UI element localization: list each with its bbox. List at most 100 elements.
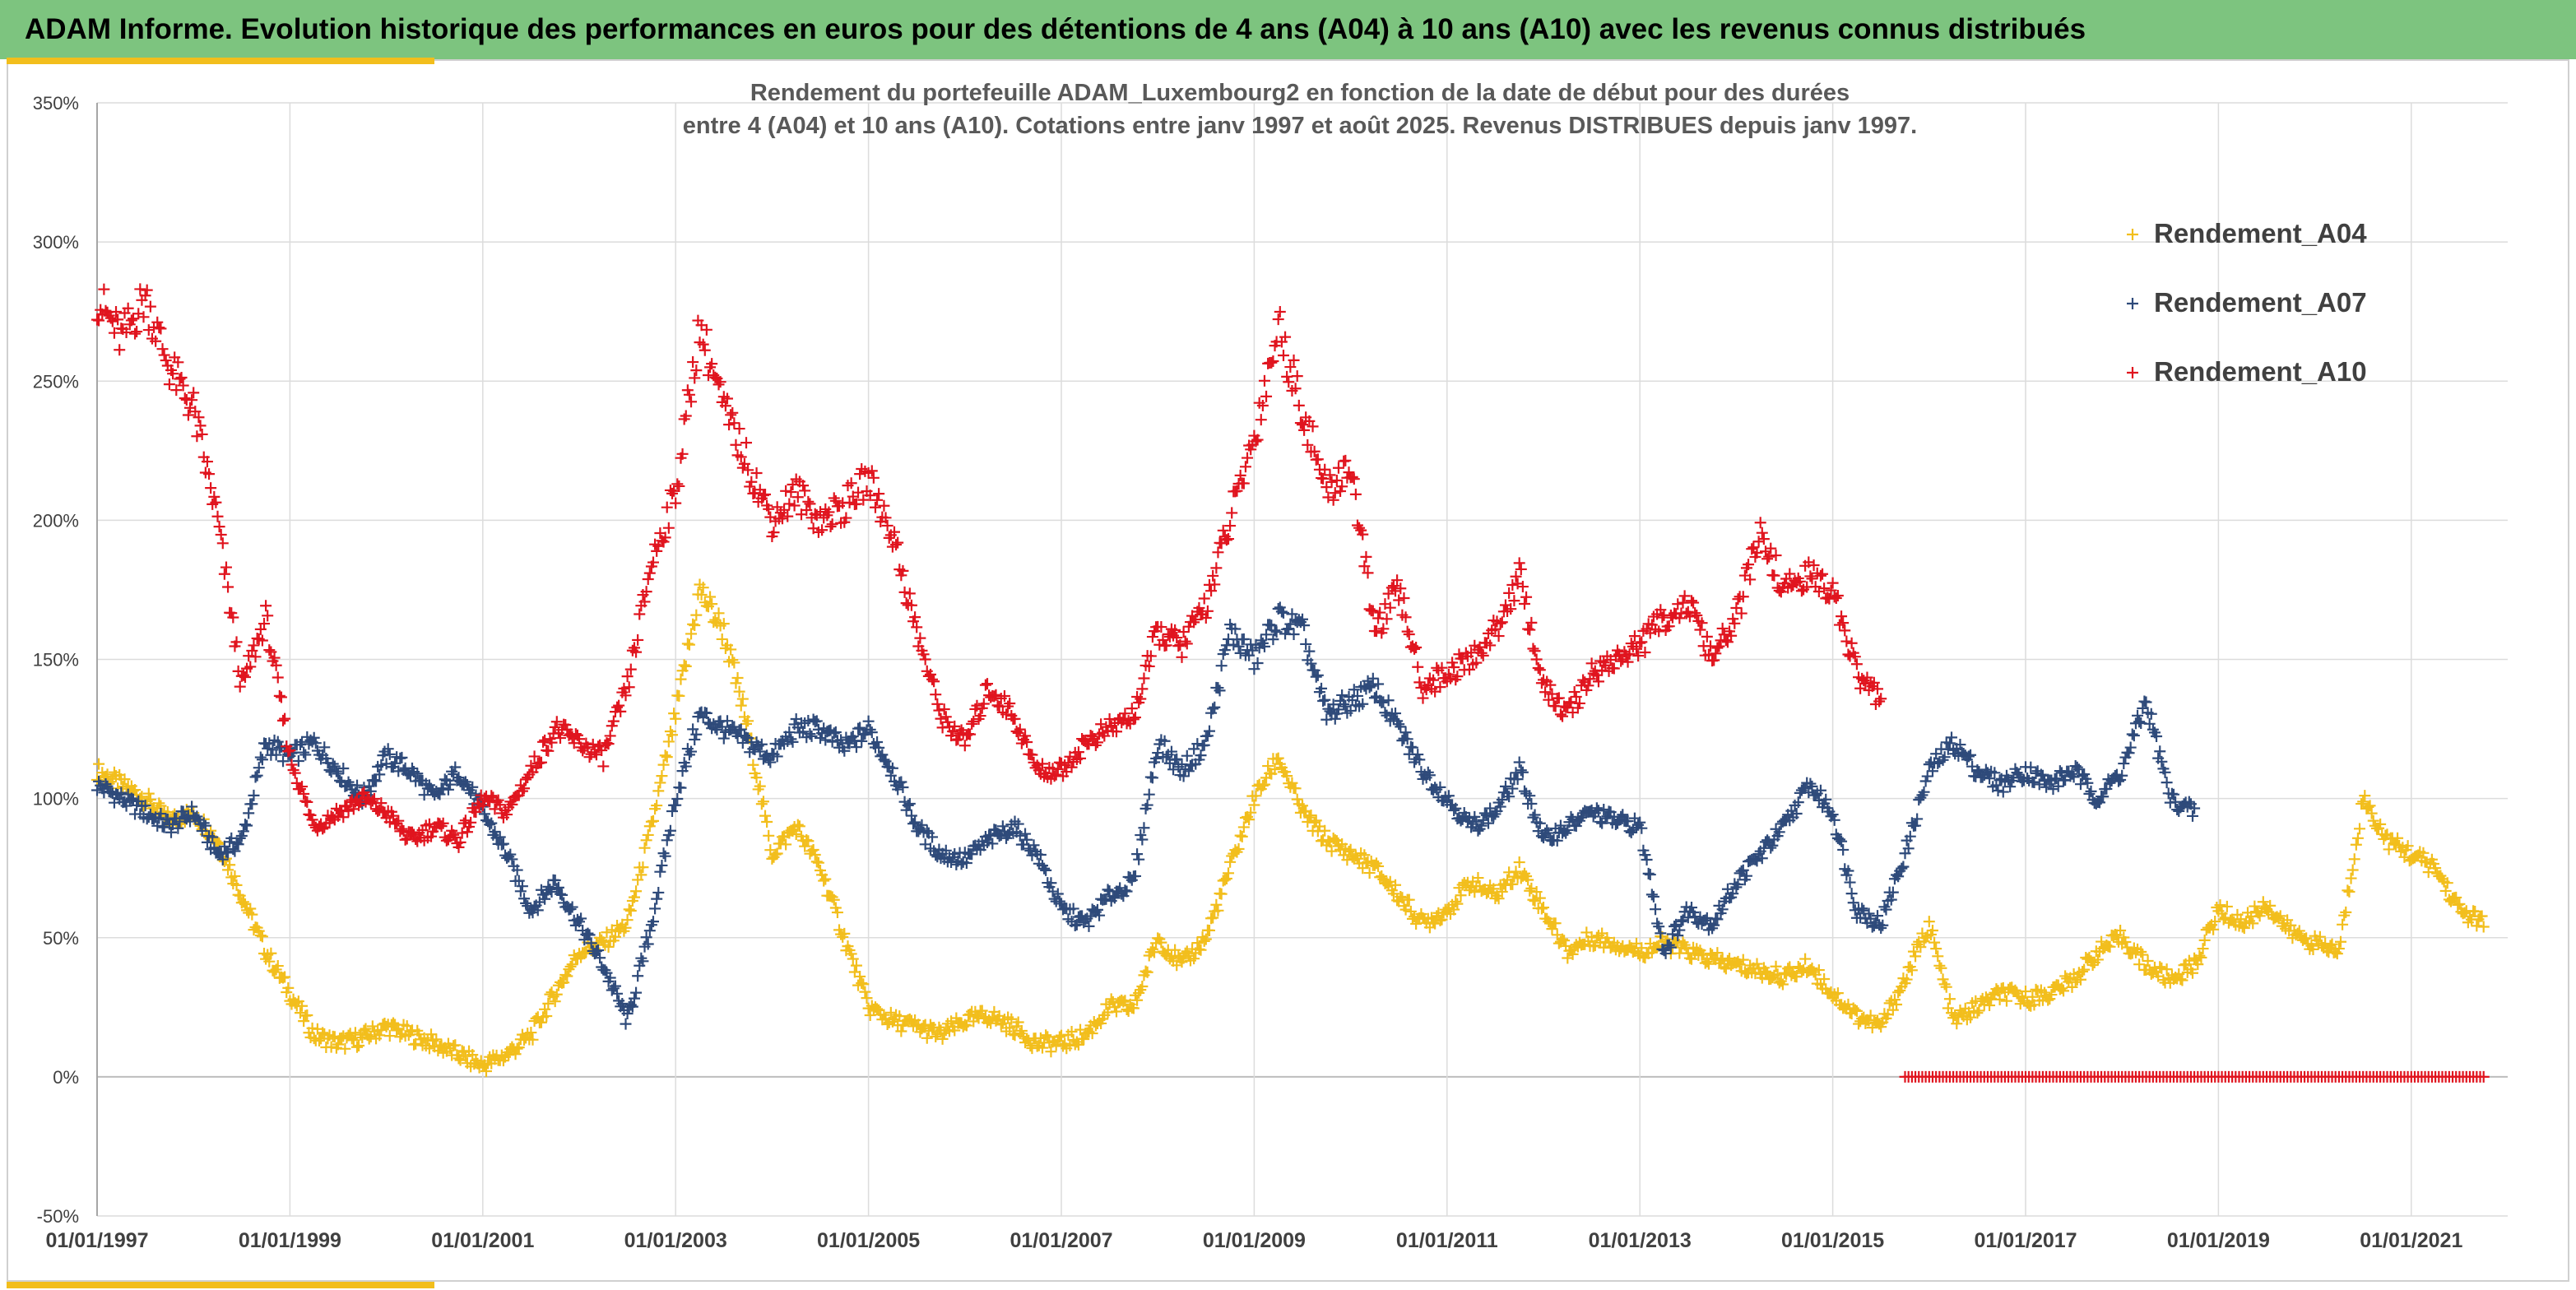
data-point xyxy=(628,891,640,903)
data-point xyxy=(793,820,805,833)
data-point xyxy=(1965,1011,1977,1023)
data-point xyxy=(1494,800,1506,813)
data-point xyxy=(299,749,312,761)
data-point xyxy=(277,714,290,726)
data-point xyxy=(1381,613,1393,625)
data-point xyxy=(719,400,731,412)
data-point xyxy=(1422,766,1434,778)
data-point xyxy=(919,653,931,666)
data-point xyxy=(1346,471,1358,483)
data-point xyxy=(1351,689,1363,702)
data-point xyxy=(998,690,1010,703)
data-point xyxy=(709,722,722,734)
data-point xyxy=(158,349,170,361)
data-point xyxy=(129,327,142,340)
data-point xyxy=(2114,925,2127,937)
data-point xyxy=(840,512,852,524)
data-point xyxy=(1971,1007,1984,1019)
data-point xyxy=(298,1015,310,1028)
data-point xyxy=(1234,469,1246,481)
data-point xyxy=(890,539,903,551)
data-point xyxy=(248,789,260,801)
data-point xyxy=(277,755,290,768)
data-point xyxy=(1997,786,2009,798)
data-point xyxy=(541,1010,553,1023)
data-point xyxy=(2293,925,2305,937)
data-point xyxy=(1293,399,1305,411)
data-point xyxy=(163,378,175,391)
data-point xyxy=(755,798,768,810)
data-point xyxy=(494,799,506,811)
data-point xyxy=(671,792,684,805)
data-point xyxy=(697,338,709,350)
data-point xyxy=(2430,862,2442,875)
data-point xyxy=(854,970,866,982)
data-point xyxy=(1663,939,1675,951)
data-point xyxy=(1212,546,1224,559)
data-point xyxy=(1627,946,1639,958)
data-point xyxy=(785,486,797,499)
data-point xyxy=(709,614,722,626)
data-point xyxy=(396,823,408,835)
data-point xyxy=(104,786,117,798)
data-point xyxy=(1269,763,1281,776)
data-point xyxy=(289,767,301,779)
data-point xyxy=(539,893,551,905)
data-point xyxy=(2238,922,2250,935)
data-point xyxy=(1655,927,1667,940)
data-point xyxy=(733,685,745,698)
data-point xyxy=(824,521,837,533)
data-point xyxy=(1169,624,1181,636)
data-point xyxy=(1992,784,2004,796)
data-point xyxy=(527,907,539,919)
data-point xyxy=(802,495,815,508)
data-point xyxy=(1641,853,1653,865)
data-point xyxy=(1892,870,1905,883)
data-point xyxy=(1938,978,1951,991)
data-point xyxy=(2356,798,2368,810)
data-point xyxy=(542,997,555,1009)
data-point xyxy=(804,498,816,510)
data-point xyxy=(949,720,961,732)
data-point xyxy=(1799,953,1812,965)
data-point xyxy=(1711,913,1724,926)
data-point xyxy=(1888,994,1901,1006)
data-point xyxy=(227,611,239,624)
data-point xyxy=(1231,485,1243,497)
data-point xyxy=(624,663,637,675)
data-point xyxy=(246,798,258,810)
data-point xyxy=(1324,469,1336,481)
data-point xyxy=(1506,782,1519,795)
data-point xyxy=(150,335,162,347)
data-point xyxy=(564,903,577,916)
data-point xyxy=(893,1010,906,1023)
data-point xyxy=(459,814,471,827)
data-point xyxy=(1289,383,1302,395)
data-point xyxy=(838,745,851,757)
data-point xyxy=(1496,885,1508,898)
data-point xyxy=(434,788,446,800)
data-point xyxy=(564,960,577,972)
data-point xyxy=(1751,958,1763,970)
data-point xyxy=(1110,1005,1122,1018)
data-point xyxy=(930,1030,942,1042)
data-point xyxy=(1849,1004,1861,1016)
data-point xyxy=(1647,890,1659,903)
data-point xyxy=(1258,374,1270,387)
data-point xyxy=(2264,899,2277,912)
data-point xyxy=(704,591,717,603)
data-point xyxy=(1730,881,1743,893)
data-point xyxy=(268,966,281,978)
data-point xyxy=(1207,569,1219,582)
data-point xyxy=(1527,893,1539,906)
data-point xyxy=(656,859,668,871)
data-point xyxy=(1529,895,1541,907)
data-point xyxy=(155,322,167,335)
data-point xyxy=(382,743,394,755)
data-point xyxy=(308,731,320,744)
data-point xyxy=(1281,770,1293,782)
data-point xyxy=(511,1042,523,1055)
data-point xyxy=(1442,790,1455,802)
data-point xyxy=(731,672,744,684)
